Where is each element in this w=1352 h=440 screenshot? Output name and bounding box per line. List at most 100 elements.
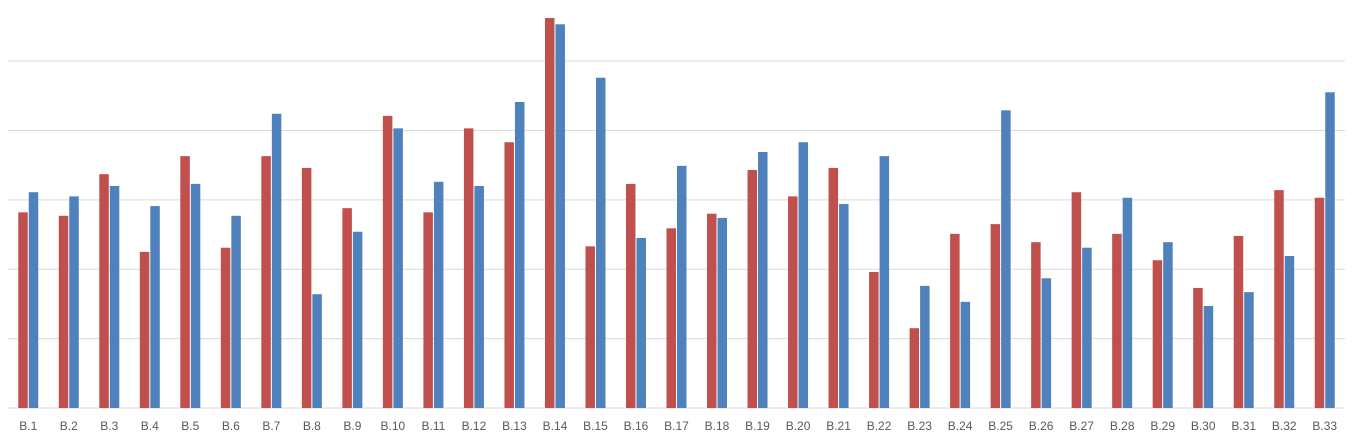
bar bbox=[879, 156, 890, 408]
x-tick-label: B.31 bbox=[1231, 419, 1256, 433]
bar bbox=[504, 142, 514, 408]
bar bbox=[190, 183, 201, 408]
bar bbox=[69, 196, 79, 408]
x-tick-label: B.13 bbox=[502, 419, 527, 433]
bar bbox=[352, 231, 363, 408]
x-tick-label: B.12 bbox=[462, 419, 487, 433]
bar bbox=[150, 206, 160, 408]
bar bbox=[1031, 242, 1041, 408]
x-tick-label: B.22 bbox=[867, 419, 892, 433]
x-tick-label: B.19 bbox=[745, 419, 770, 433]
x-tick-label: B.10 bbox=[381, 419, 406, 433]
bar bbox=[312, 294, 322, 408]
x-tick-label: B.3 bbox=[100, 419, 118, 433]
bar bbox=[1152, 260, 1163, 408]
x-tick-label: B.17 bbox=[664, 419, 689, 433]
bar bbox=[707, 213, 717, 408]
bar bbox=[1112, 233, 1122, 408]
bar bbox=[544, 18, 555, 409]
bar bbox=[595, 77, 606, 408]
x-tick-label: B.16 bbox=[624, 419, 649, 433]
bar bbox=[747, 170, 758, 408]
bar bbox=[1284, 256, 1295, 408]
bar bbox=[990, 224, 1001, 408]
bar bbox=[677, 165, 687, 408]
x-tick-label: B.23 bbox=[907, 419, 932, 433]
x-tick-label: B.26 bbox=[1029, 419, 1054, 433]
x-tick-label: B.24 bbox=[948, 419, 973, 433]
bar bbox=[960, 301, 971, 408]
x-tick-label: B.33 bbox=[1312, 419, 1337, 433]
bar bbox=[1041, 278, 1052, 408]
bar bbox=[58, 215, 69, 408]
bar bbox=[18, 212, 28, 408]
x-tick-label: B.1 bbox=[19, 419, 37, 433]
bar bbox=[1001, 110, 1011, 408]
bar bbox=[1233, 235, 1244, 408]
bar bbox=[1203, 306, 1214, 408]
bar bbox=[271, 113, 282, 408]
bar bbox=[139, 251, 150, 408]
x-tick-label: B.30 bbox=[1191, 419, 1216, 433]
bar bbox=[1071, 192, 1082, 408]
bar bbox=[393, 128, 403, 408]
x-tick-label: B.29 bbox=[1150, 419, 1175, 433]
bar bbox=[717, 217, 728, 408]
x-tick-label: B.9 bbox=[343, 419, 361, 433]
x-tick-label: B.25 bbox=[988, 419, 1013, 433]
bar bbox=[423, 212, 433, 408]
bar bbox=[220, 247, 231, 408]
x-tick-label: B.28 bbox=[1110, 419, 1135, 433]
bar bbox=[514, 102, 525, 408]
x-tick-label: B.15 bbox=[583, 419, 608, 433]
bar bbox=[666, 228, 676, 408]
bar bbox=[625, 183, 636, 408]
x-tick-label: B.32 bbox=[1272, 419, 1297, 433]
x-tick-label: B.4 bbox=[141, 419, 159, 433]
bar bbox=[920, 285, 930, 408]
bar bbox=[950, 233, 960, 408]
bar bbox=[585, 246, 595, 408]
bar bbox=[555, 24, 565, 409]
bar bbox=[382, 115, 393, 408]
x-tick-label: B.2 bbox=[60, 419, 78, 433]
bar bbox=[869, 272, 879, 408]
bar bbox=[1314, 197, 1325, 408]
bar bbox=[909, 328, 920, 408]
x-tick-label: B.27 bbox=[1069, 419, 1094, 433]
bar bbox=[758, 151, 768, 409]
x-tick-label: B.20 bbox=[786, 419, 811, 433]
x-tick-label: B.21 bbox=[826, 419, 851, 433]
bar bbox=[788, 196, 798, 408]
bar bbox=[109, 185, 120, 408]
bar bbox=[1244, 292, 1254, 408]
x-tick-label: B.11 bbox=[422, 419, 446, 433]
bar bbox=[28, 192, 39, 408]
bar bbox=[1274, 190, 1284, 408]
bar bbox=[1163, 242, 1173, 408]
bar bbox=[180, 156, 190, 408]
bar bbox=[342, 208, 352, 408]
bar bbox=[1193, 287, 1203, 408]
bar bbox=[261, 156, 271, 408]
bar bbox=[231, 215, 241, 408]
bar bbox=[433, 181, 444, 408]
x-tick-label: B.18 bbox=[705, 419, 730, 433]
bar bbox=[1122, 197, 1133, 408]
x-tick-label: B.14 bbox=[543, 419, 568, 433]
bar bbox=[828, 167, 839, 408]
bar bbox=[636, 238, 646, 408]
x-tick-label: B.7 bbox=[262, 419, 280, 433]
bar bbox=[839, 204, 849, 408]
x-tick-label: B.6 bbox=[222, 419, 240, 433]
bar bbox=[463, 128, 474, 408]
bar bbox=[1082, 247, 1092, 408]
bar bbox=[798, 142, 809, 408]
bar bbox=[301, 167, 312, 408]
bar bbox=[474, 185, 484, 408]
bar bbox=[1325, 92, 1335, 409]
x-tick-label: B.5 bbox=[181, 419, 199, 433]
x-tick-label: B.8 bbox=[303, 419, 321, 433]
